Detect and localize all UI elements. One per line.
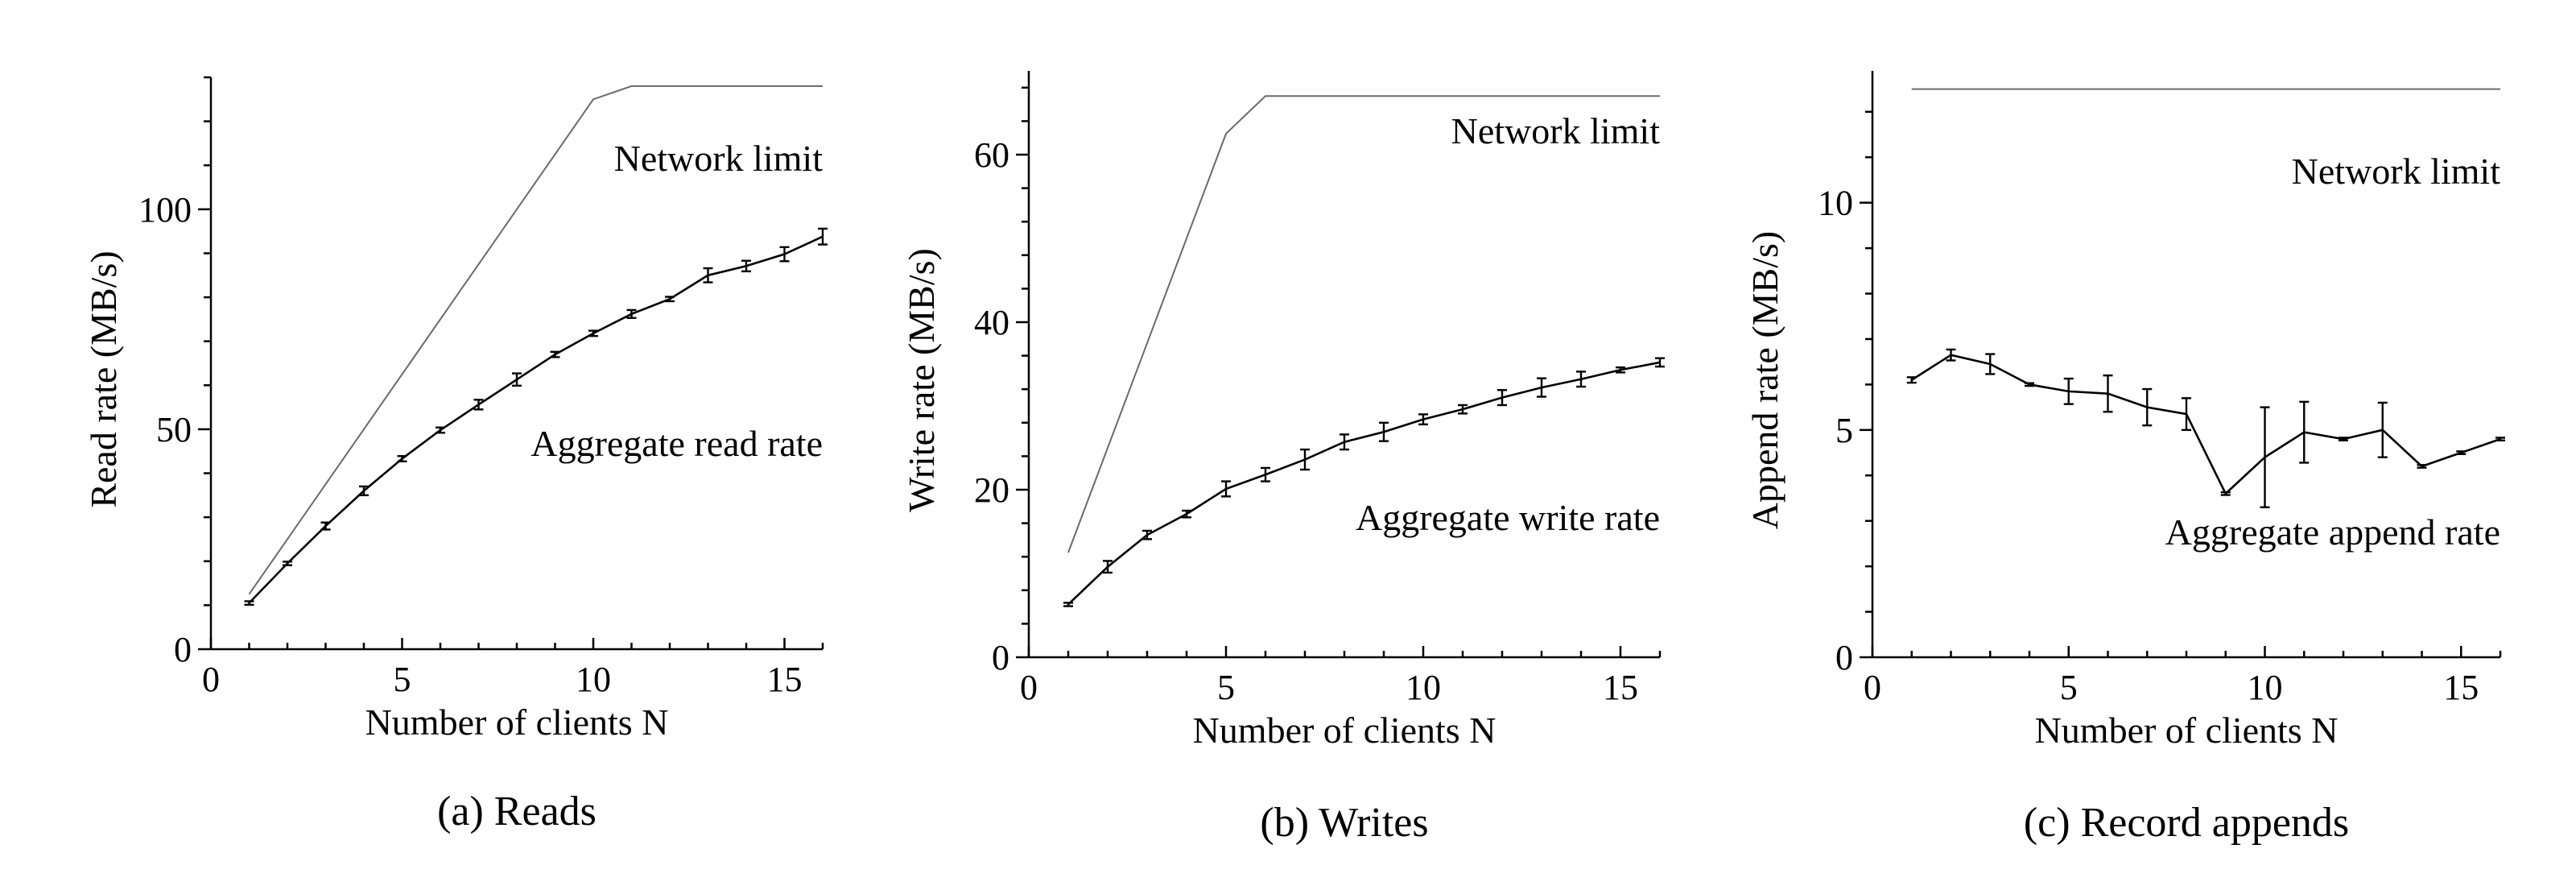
y-tick-label: 20 xyxy=(974,470,1009,510)
error-bar xyxy=(1655,357,1665,368)
x-tick-label: 0 xyxy=(1020,668,1038,707)
y-tick-label: 40 xyxy=(974,303,1009,342)
network-limit-line xyxy=(1067,95,1660,553)
error-bar xyxy=(626,308,637,319)
error-bar xyxy=(244,600,254,607)
aggregate-rate-line xyxy=(248,235,824,604)
error-bar xyxy=(283,561,292,566)
error-bar xyxy=(2063,377,2074,405)
error-bar xyxy=(1537,377,1546,398)
error-bar xyxy=(1340,433,1349,451)
y-tick-label: 0 xyxy=(174,630,192,669)
error-bar xyxy=(2142,387,2153,427)
panel-caption: (c) Record appends xyxy=(2024,800,2349,846)
error-bar xyxy=(436,426,445,434)
error-bar xyxy=(512,372,522,387)
x-tick-label: 5 xyxy=(2060,668,2078,707)
error-bar xyxy=(2182,397,2191,432)
chart-panel-0: 0 5 10 15 0 50 100 Number of clients N Read rate… xyxy=(83,76,828,834)
y-tick-label: 5 xyxy=(1835,411,1853,450)
x-tick-label: 0 xyxy=(202,660,220,699)
error-bar xyxy=(741,259,751,273)
series-label: Network limit xyxy=(1451,110,1661,151)
error-bar xyxy=(588,329,598,337)
error-bar xyxy=(1616,366,1625,374)
error-bar xyxy=(359,485,369,497)
chart-panel-1: 0 5 10 15 0 20 40 60 Number of clients N Write ra… xyxy=(901,71,1665,846)
series-label: Network limit xyxy=(614,138,824,179)
error-bar xyxy=(2103,374,2113,413)
series-label: Aggregate append rate xyxy=(2165,511,2500,553)
error-bar xyxy=(703,267,713,284)
error-bar xyxy=(1985,353,1996,375)
series-label: Aggregate read rate xyxy=(530,423,823,464)
aggregate-rate-line xyxy=(1067,361,1661,606)
error-bar xyxy=(2260,406,2270,508)
error-bar xyxy=(665,296,675,303)
error-bar xyxy=(1576,371,1586,388)
y-tick-label: 100 xyxy=(138,190,192,230)
x-axis-title: Number of clients N xyxy=(1193,710,1496,751)
error-bar xyxy=(1142,529,1152,540)
error-bar xyxy=(1497,389,1507,407)
error-bar xyxy=(1103,560,1113,574)
x-tick-label: 15 xyxy=(767,660,803,699)
y-tick-label: 50 xyxy=(156,410,192,449)
error-bar xyxy=(320,521,331,531)
error-bar xyxy=(1063,602,1073,607)
y-axis-title: Read rate (MB/s) xyxy=(83,250,124,507)
x-tick-label: 5 xyxy=(1217,668,1235,707)
error-bar xyxy=(2377,401,2388,458)
error-bar xyxy=(1221,480,1231,498)
x-axis-title: Number of clients N xyxy=(2035,710,2339,751)
y-axis-title: Append rate (MB/s) xyxy=(1744,231,1785,529)
y-tick-label: 10 xyxy=(1818,184,1853,223)
y-tick-label: 60 xyxy=(974,135,1009,175)
y-tick-label: 0 xyxy=(992,638,1009,677)
error-bar xyxy=(550,350,560,358)
error-bar xyxy=(1182,509,1191,519)
x-tick-label: 10 xyxy=(576,660,611,699)
error-bar xyxy=(2220,491,2231,496)
error-bar xyxy=(1261,466,1270,482)
network-limit-line xyxy=(248,85,823,595)
series-label: Network limit xyxy=(2292,151,2501,192)
error-bar xyxy=(1418,413,1428,426)
error-bar xyxy=(473,399,484,411)
error-bar xyxy=(1379,421,1389,442)
error-bar xyxy=(2496,437,2505,442)
error-bar xyxy=(1946,348,1956,362)
aggregate-rate-line xyxy=(1911,354,2501,495)
error-bar xyxy=(1458,404,1468,415)
error-bar xyxy=(2339,437,2348,442)
x-tick-label: 0 xyxy=(1864,668,1881,707)
x-axis-title: Number of clients N xyxy=(365,702,669,743)
y-axis-title: Write rate (MB/s) xyxy=(901,248,942,512)
error-bar xyxy=(2299,400,2310,464)
series-label: Aggregate write rate xyxy=(1356,497,1660,538)
y-tick-label: 0 xyxy=(1835,638,1853,677)
error-bar xyxy=(2025,382,2034,387)
panel-caption: (b) Writes xyxy=(1260,800,1428,846)
panel-caption: (a) Reads xyxy=(437,789,597,834)
error-bar xyxy=(779,246,790,263)
error-bar xyxy=(818,227,828,246)
x-tick-label: 10 xyxy=(2248,668,2283,707)
x-tick-label: 15 xyxy=(2443,668,2479,707)
error-bar xyxy=(1300,448,1310,471)
error-bar xyxy=(1906,376,1917,384)
x-tick-label: 15 xyxy=(1603,668,1638,707)
x-tick-label: 5 xyxy=(394,660,411,699)
error-bar xyxy=(2417,464,2427,469)
error-bar xyxy=(2456,450,2467,455)
x-tick-label: 10 xyxy=(1406,668,1441,707)
error-bar xyxy=(397,455,407,462)
